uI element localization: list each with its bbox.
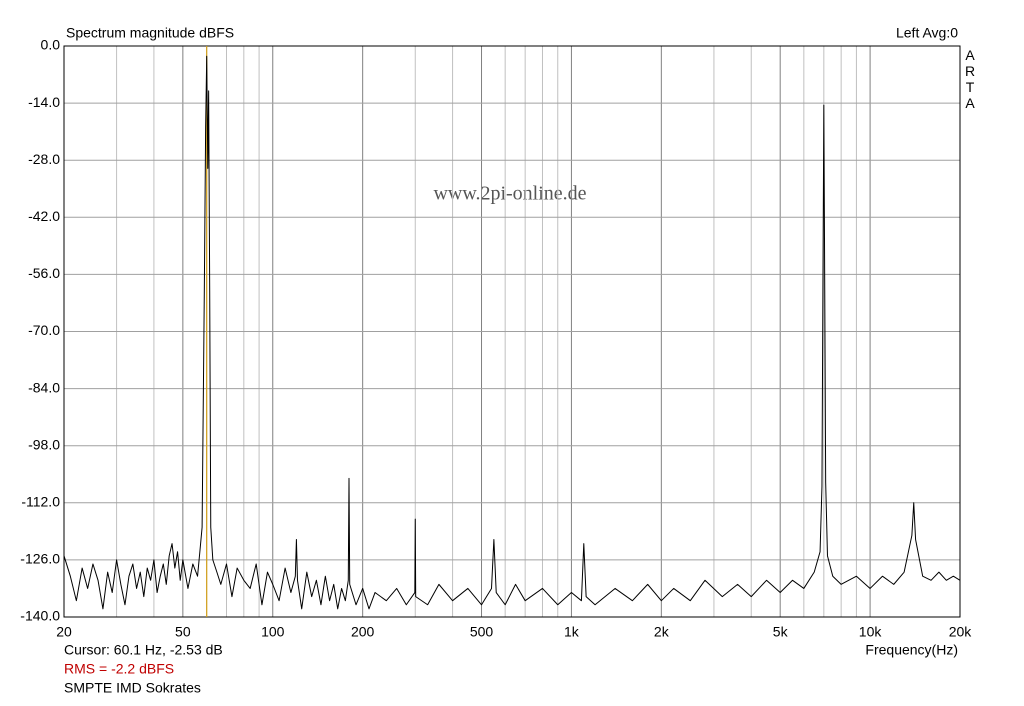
x-tick-label: 100 <box>261 624 285 640</box>
y-tick-label: -14.0 <box>28 94 60 110</box>
x-tick-label: 1k <box>564 624 580 640</box>
x-tick-label: 20 <box>56 624 72 640</box>
x-tick-label: 5k <box>773 624 789 640</box>
x-tick-label: 10k <box>859 624 883 640</box>
x-tick-label: 2k <box>654 624 670 640</box>
chart-title: Spectrum magnitude dBFS <box>66 25 234 41</box>
y-tick-label: -126.0 <box>20 551 60 567</box>
y-tick-label: -140.0 <box>20 608 60 624</box>
y-tick-label: -84.0 <box>28 379 60 395</box>
y-tick-label: -28.0 <box>28 151 60 167</box>
y-tick-label: 0.0 <box>41 37 61 53</box>
rms-label: RMS = -2.2 dBFS <box>64 661 174 677</box>
y-tick-label: -42.0 <box>28 208 60 224</box>
x-tick-label: 200 <box>351 624 375 640</box>
footer: SMPTE IMD Sokrates <box>64 680 201 696</box>
x-axis-label: Frequency(Hz) <box>865 642 958 658</box>
x-tick-label: 500 <box>470 624 494 640</box>
cursor-label: Cursor: 60.1 Hz, -2.53 dB <box>64 642 223 658</box>
spectrum-line <box>63 55 961 610</box>
y-tick-label: -70.0 <box>28 322 60 338</box>
y-tick-label: -56.0 <box>28 265 60 281</box>
watermark: www.2pi-online.de <box>433 183 586 205</box>
y-tick-label: -98.0 <box>28 436 60 452</box>
channel-label: Left Avg:0 <box>896 25 958 41</box>
x-tick-label: 20k <box>949 624 973 640</box>
x-tick-label: 50 <box>175 624 191 640</box>
plot-frame <box>63 45 961 618</box>
y-tick-label: -112.0 <box>21 494 60 510</box>
